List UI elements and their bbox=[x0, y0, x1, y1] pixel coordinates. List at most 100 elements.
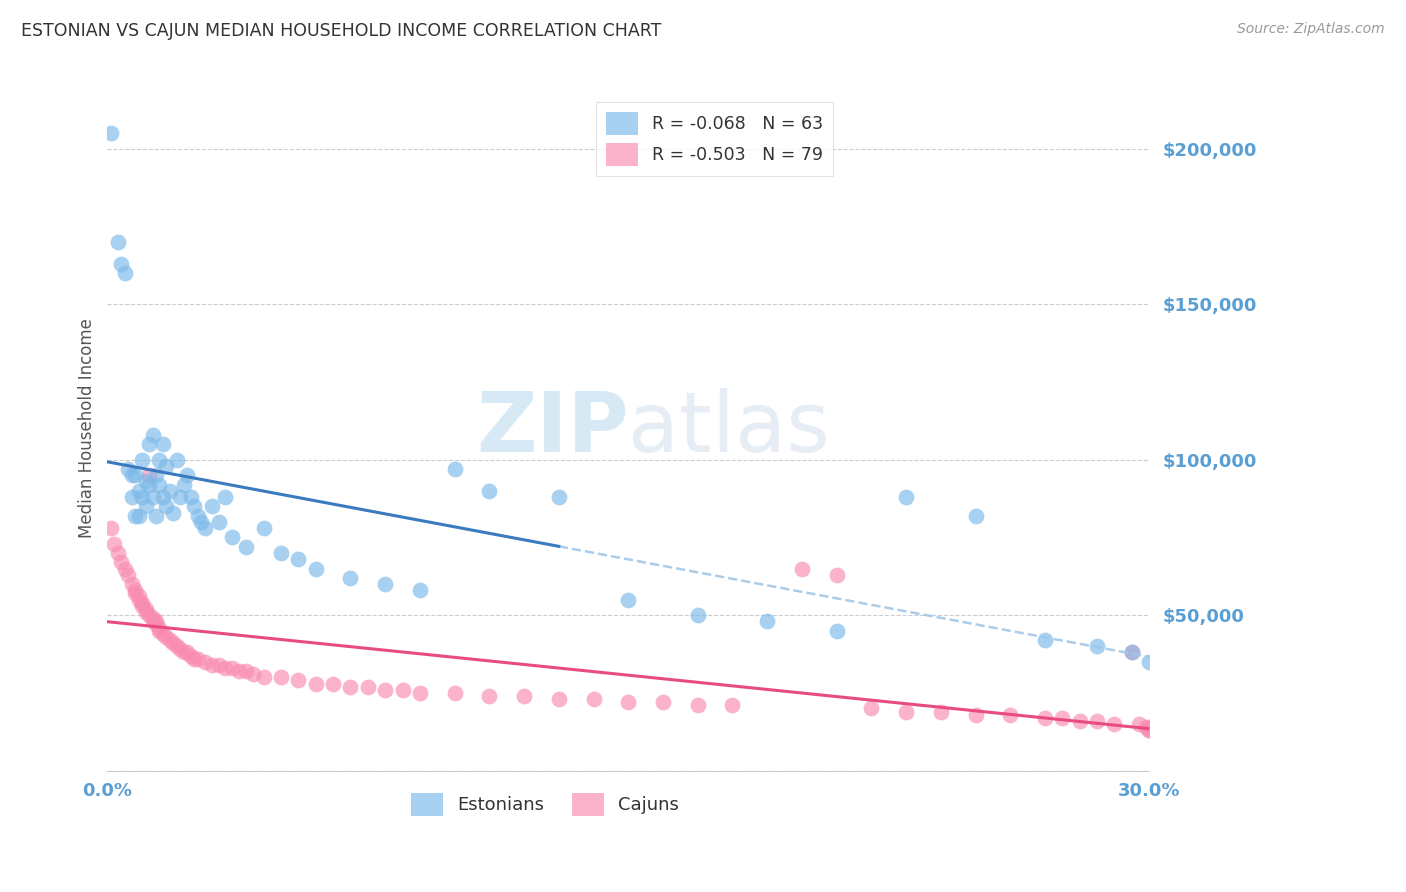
Point bbox=[965, 707, 987, 722]
Point bbox=[1069, 714, 1091, 728]
Point bbox=[124, 583, 146, 598]
Point bbox=[235, 540, 257, 554]
Point bbox=[128, 483, 150, 498]
Point bbox=[1128, 717, 1150, 731]
Point bbox=[270, 670, 292, 684]
Point bbox=[180, 648, 202, 663]
Point bbox=[131, 490, 153, 504]
Point bbox=[159, 633, 181, 648]
Point bbox=[141, 615, 163, 629]
Point bbox=[929, 705, 952, 719]
Point bbox=[1000, 707, 1022, 722]
Point bbox=[183, 500, 205, 514]
Text: atlas: atlas bbox=[628, 388, 830, 469]
Point bbox=[169, 490, 191, 504]
Point bbox=[173, 645, 195, 659]
Point bbox=[141, 490, 163, 504]
Point bbox=[194, 655, 217, 669]
Point bbox=[169, 642, 191, 657]
Point bbox=[152, 627, 174, 641]
Point bbox=[721, 698, 744, 713]
Point bbox=[138, 437, 160, 451]
Y-axis label: Median Household Income: Median Household Income bbox=[79, 318, 96, 539]
Point bbox=[124, 586, 146, 600]
Point bbox=[242, 667, 264, 681]
Point bbox=[965, 508, 987, 523]
Point bbox=[894, 490, 917, 504]
Point bbox=[214, 661, 236, 675]
Point bbox=[141, 611, 163, 625]
Point bbox=[894, 705, 917, 719]
Point bbox=[207, 657, 229, 672]
Point bbox=[138, 477, 160, 491]
Point bbox=[287, 552, 309, 566]
Point bbox=[357, 680, 380, 694]
Point bbox=[107, 546, 129, 560]
Point bbox=[176, 645, 198, 659]
Point bbox=[652, 695, 675, 709]
Point bbox=[547, 692, 569, 706]
Point bbox=[103, 536, 125, 550]
Point bbox=[790, 561, 813, 575]
Point bbox=[135, 475, 157, 489]
Point bbox=[124, 508, 146, 523]
Point bbox=[200, 500, 222, 514]
Point bbox=[128, 590, 150, 604]
Point bbox=[513, 689, 536, 703]
Point bbox=[1085, 640, 1108, 654]
Point bbox=[152, 437, 174, 451]
Point bbox=[145, 615, 167, 629]
Point bbox=[339, 680, 361, 694]
Point bbox=[214, 490, 236, 504]
Point bbox=[145, 617, 167, 632]
Text: Source: ZipAtlas.com: Source: ZipAtlas.com bbox=[1237, 22, 1385, 37]
Point bbox=[187, 508, 209, 523]
Point bbox=[221, 530, 243, 544]
Point bbox=[176, 468, 198, 483]
Point bbox=[478, 689, 501, 703]
Point bbox=[148, 621, 170, 635]
Point bbox=[305, 561, 328, 575]
Point bbox=[1137, 723, 1160, 738]
Point bbox=[138, 608, 160, 623]
Point bbox=[1104, 717, 1126, 731]
Point bbox=[270, 546, 292, 560]
Legend: Estonians, Cajuns: Estonians, Cajuns bbox=[404, 786, 686, 823]
Point bbox=[1033, 633, 1056, 648]
Point bbox=[155, 458, 177, 473]
Point bbox=[194, 521, 217, 535]
Point bbox=[114, 266, 136, 280]
Point bbox=[207, 515, 229, 529]
Point bbox=[253, 521, 276, 535]
Point bbox=[1137, 720, 1160, 734]
Point bbox=[107, 235, 129, 249]
Point bbox=[1052, 711, 1074, 725]
Point bbox=[131, 452, 153, 467]
Point bbox=[860, 701, 883, 715]
Point bbox=[374, 682, 396, 697]
Point bbox=[124, 468, 146, 483]
Point bbox=[135, 605, 157, 619]
Point bbox=[478, 483, 501, 498]
Point bbox=[409, 686, 432, 700]
Point bbox=[221, 661, 243, 675]
Point bbox=[152, 490, 174, 504]
Point bbox=[228, 664, 250, 678]
Point bbox=[180, 490, 202, 504]
Point bbox=[159, 483, 181, 498]
Point bbox=[100, 521, 122, 535]
Text: ZIP: ZIP bbox=[475, 388, 628, 469]
Point bbox=[253, 670, 276, 684]
Point bbox=[190, 515, 212, 529]
Point bbox=[305, 676, 328, 690]
Point bbox=[117, 567, 139, 582]
Point bbox=[183, 651, 205, 665]
Point bbox=[148, 624, 170, 638]
Point bbox=[756, 615, 779, 629]
Point bbox=[128, 508, 150, 523]
Point bbox=[825, 567, 848, 582]
Point bbox=[443, 462, 465, 476]
Point bbox=[117, 462, 139, 476]
Point bbox=[148, 477, 170, 491]
Point bbox=[409, 583, 432, 598]
